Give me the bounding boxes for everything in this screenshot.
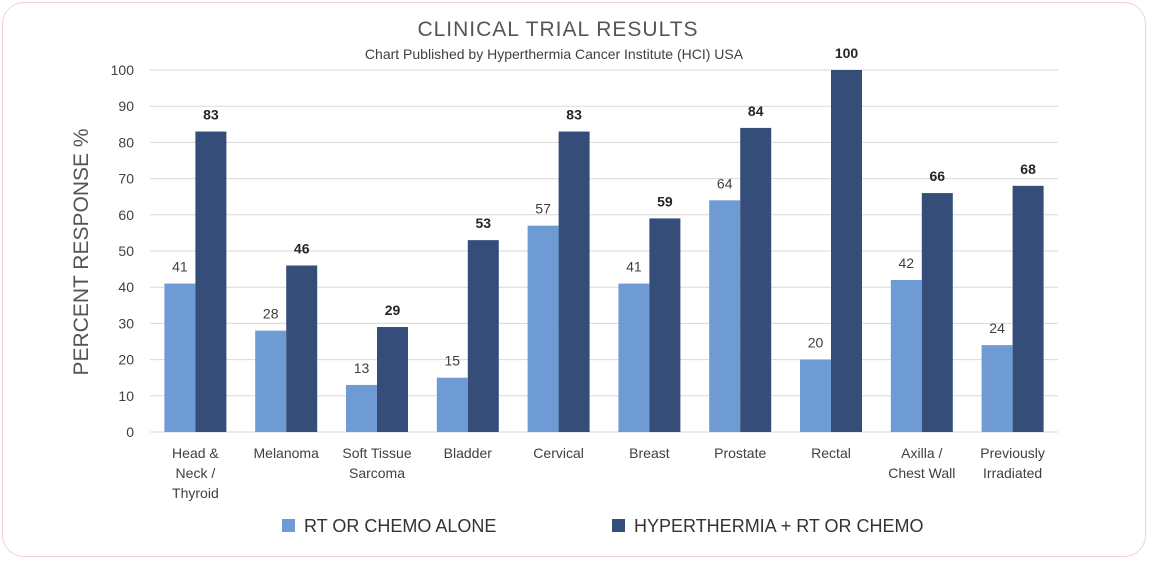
x-tick-label: Thyroid	[172, 485, 219, 501]
bar-hyperthermia-plus-rt-or-chemo	[377, 327, 408, 432]
bar-rt-or-chemo-alone	[981, 345, 1013, 432]
bar-rt-or-chemo-alone	[346, 384, 377, 432]
data-label: 46	[294, 240, 310, 256]
bar-hyperthermia-plus-rt-or-chemo	[831, 70, 862, 432]
legend-label: RT OR CHEMO ALONE	[304, 516, 496, 536]
legend-swatch	[612, 519, 625, 532]
data-label: 64	[717, 175, 733, 191]
x-tick-label: Prostate	[714, 445, 766, 461]
x-tick-label: Bladder	[444, 445, 493, 461]
data-label: 29	[385, 302, 401, 318]
y-tick-label: 50	[118, 243, 134, 259]
bar-hyperthermia-plus-rt-or-chemo	[467, 240, 499, 432]
chart-subtitle: Chart Published by Hyperthermia Cancer I…	[365, 46, 744, 62]
bar-hyperthermia-plus-rt-or-chemo	[1012, 185, 1044, 432]
data-label: 66	[930, 168, 946, 184]
data-label: 24	[989, 320, 1005, 336]
y-tick-label: 100	[111, 62, 135, 78]
data-label: 83	[203, 107, 219, 123]
data-label: 84	[748, 103, 764, 119]
data-label: 53	[476, 215, 492, 231]
chart-title: CLINICAL TRIAL RESULTS	[417, 18, 698, 41]
bar-hyperthermia-plus-rt-or-chemo	[740, 127, 772, 433]
y-tick-label: 10	[118, 388, 134, 404]
data-label: 20	[808, 335, 824, 351]
data-label: 15	[445, 353, 461, 369]
bar-hyperthermia-plus-rt-or-chemo	[195, 131, 227, 433]
x-tick-label: Previously	[980, 445, 1045, 461]
bar-rt-or-chemo-alone	[618, 283, 650, 432]
x-tick-label: Axilla /	[901, 445, 942, 461]
bar-hyperthermia-plus-rt-or-chemo	[286, 265, 318, 432]
y-tick-label: 60	[118, 207, 134, 223]
data-label: 13	[354, 360, 370, 376]
bar-rt-or-chemo-alone	[164, 283, 196, 432]
y-tick-label: 20	[118, 352, 134, 368]
x-tick-label: Neck /	[176, 465, 216, 481]
data-label: 68	[1020, 161, 1036, 177]
y-tick-label: 70	[118, 171, 134, 187]
bar-rt-or-chemo-alone	[709, 200, 741, 432]
data-label: 42	[899, 255, 915, 271]
bar-hyperthermia-plus-rt-or-chemo	[921, 193, 953, 432]
data-label: 57	[535, 201, 551, 217]
bar-rt-or-chemo-alone	[800, 359, 831, 432]
x-tick-label: Breast	[629, 445, 670, 461]
y-axis-label: PERCENT RESPONSE %	[70, 128, 93, 375]
data-label: 41	[172, 259, 188, 275]
x-tick-label: Soft Tissue	[342, 445, 411, 461]
legend-label: HYPERTHERMIA + RT OR CHEMO	[634, 516, 924, 536]
data-label: 59	[657, 193, 673, 209]
legend-swatch	[282, 519, 295, 532]
y-tick-label: 40	[118, 279, 134, 295]
data-label: 41	[626, 259, 642, 275]
x-tick-label: Chest Wall	[888, 465, 955, 481]
bar-rt-or-chemo-alone	[890, 279, 922, 432]
y-tick-label: 0	[126, 424, 134, 440]
bar-rt-or-chemo-alone	[436, 377, 468, 432]
bar-hyperthermia-plus-rt-or-chemo	[649, 218, 681, 432]
y-tick-label: 30	[118, 315, 134, 331]
data-label: 28	[263, 306, 279, 322]
x-tick-label: Melanoma	[254, 445, 320, 461]
y-tick-label: 80	[118, 134, 134, 150]
y-tick-label: 90	[118, 98, 134, 114]
bar-rt-or-chemo-alone	[527, 225, 559, 432]
data-label: 83	[566, 107, 582, 123]
x-tick-label: Rectal	[811, 445, 851, 461]
data-label: 100	[835, 45, 859, 61]
x-tick-label: Head &	[172, 445, 219, 461]
bar-rt-or-chemo-alone	[255, 330, 287, 432]
x-tick-label: Irradiated	[983, 465, 1042, 481]
x-tick-label: Sarcoma	[349, 465, 405, 481]
bar-hyperthermia-plus-rt-or-chemo	[558, 131, 590, 433]
x-tick-label: Cervical	[533, 445, 584, 461]
